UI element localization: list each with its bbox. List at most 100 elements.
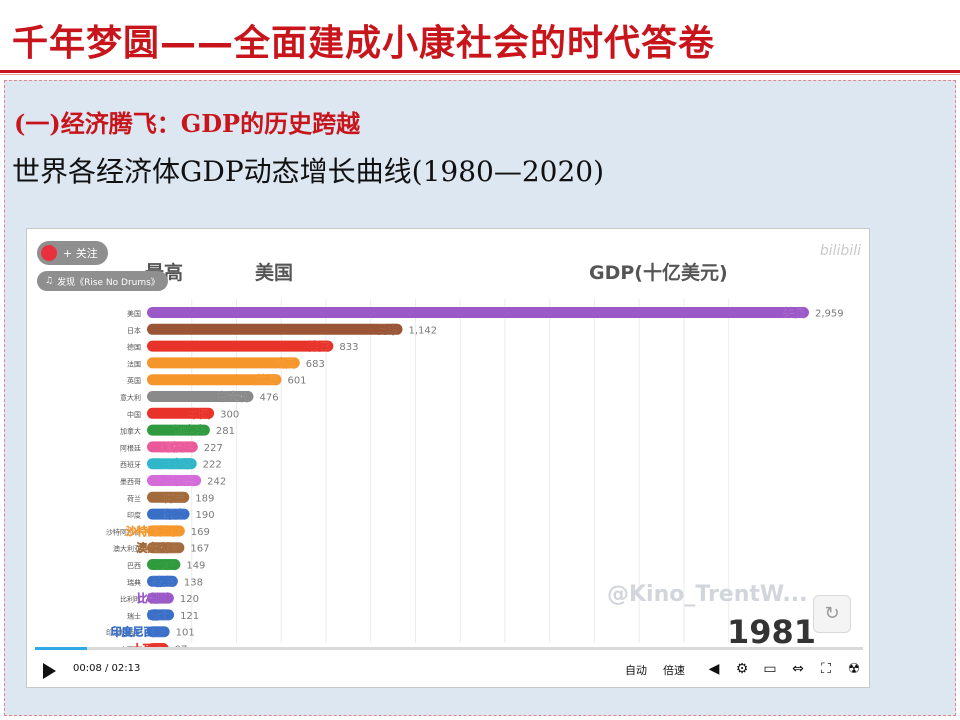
bar-category-label: 澳大利亚 bbox=[113, 544, 141, 553]
gdp-bar bbox=[147, 323, 403, 335]
bar-category-label: 瑞士 bbox=[127, 611, 141, 620]
gdp-bar bbox=[147, 424, 210, 436]
bar-value-label: 833 bbox=[339, 342, 358, 353]
bar-category-label: 沙特阿拉伯 bbox=[106, 527, 141, 536]
music-note-icon: ♫ bbox=[45, 276, 54, 286]
gdp-bar bbox=[147, 441, 198, 453]
section-heading: 世界各经济体GDP动态增长曲线(1980—2020) bbox=[12, 155, 605, 188]
bar-inner-label: 阿根廷 bbox=[161, 440, 195, 454]
music-label: 发现《Rise No Drums》 bbox=[57, 277, 160, 288]
bar-inner-label: 日本 bbox=[376, 322, 398, 336]
bar-inner-label: 巴西 bbox=[154, 559, 176, 572]
bar-category-label: 加拿大 bbox=[120, 427, 141, 436]
bar-category-label: 日本 bbox=[127, 326, 141, 335]
bar-value-label: 222 bbox=[203, 460, 222, 471]
chart-header-right: GDP(十亿美元) bbox=[589, 261, 728, 284]
replay-icon[interactable]: ↻ bbox=[813, 595, 851, 633]
bar-value-label: 120 bbox=[180, 594, 199, 605]
bar-category-label: 阿根廷 bbox=[120, 443, 141, 452]
video-player[interactable]: 最高美国GDP(十亿美元)2004006008001,0001,2001,400… bbox=[26, 228, 870, 688]
bar-inner-label: 德国 bbox=[306, 339, 329, 353]
title-bar: 千年梦圆——全面建成小康社会的时代答卷 bbox=[0, 0, 960, 72]
bar-value-label: 149 bbox=[186, 561, 205, 572]
bar-value-label: 227 bbox=[204, 443, 223, 454]
auto-quality-button[interactable]: 自动 bbox=[625, 664, 647, 677]
chart-header-mid: 美国 bbox=[255, 261, 293, 284]
gdp-bar bbox=[147, 525, 185, 537]
bilibili-logo: bilibili bbox=[819, 243, 861, 259]
bar-category-label: 比利时 bbox=[120, 595, 141, 604]
volume-icon[interactable]: ◀ bbox=[708, 661, 720, 677]
gdp-bar bbox=[147, 609, 175, 621]
bar-category-label: 意大利 bbox=[120, 393, 141, 402]
title-divider-thin bbox=[0, 74, 960, 75]
bar-value-label: 476 bbox=[259, 393, 278, 404]
gdp-bar bbox=[147, 391, 254, 402]
gdp-bar bbox=[147, 307, 809, 318]
year-label: 1981 bbox=[727, 613, 816, 647]
gdp-bar bbox=[147, 407, 215, 419]
bar-inner-label: 美国 bbox=[783, 306, 805, 320]
bar-value-label: 1,142 bbox=[408, 325, 437, 336]
bar-category-label: 印度尼西亚 bbox=[106, 628, 141, 637]
bar-category-label: 土耳其 bbox=[120, 645, 141, 647]
bar-inner-label: 中国 bbox=[188, 406, 210, 420]
section-subtitle: (一)经济腾飞：GDP的历史跨越 bbox=[14, 109, 361, 138]
bar-inner-label: 加拿大 bbox=[172, 423, 206, 437]
gdp-bar bbox=[147, 542, 185, 554]
bar-inner-label: 法国 bbox=[274, 356, 296, 370]
bar-category-label: 墨西哥 bbox=[120, 478, 141, 486]
bar-inner-label: 荷兰 bbox=[162, 490, 185, 504]
gdp-bar bbox=[147, 592, 174, 604]
bar-category-label: 西班牙 bbox=[120, 460, 141, 469]
music-tag[interactable]: ♫ 发现《Rise No Drums》 bbox=[37, 271, 168, 291]
bar-inner-label: 瑞士 bbox=[148, 608, 170, 622]
bar-value-label: 2,959 bbox=[815, 309, 844, 320]
bar-inner-label: 墨西哥 bbox=[164, 475, 197, 488]
bar-category-label: 美国 bbox=[127, 309, 141, 318]
bar-value-label: 138 bbox=[184, 577, 203, 588]
bar-value-label: 101 bbox=[176, 628, 195, 639]
bar-inner-label: 英国 bbox=[254, 373, 277, 387]
bar-category-label: 印度 bbox=[127, 511, 141, 520]
gdp-bar bbox=[147, 626, 170, 638]
fullscreen-icon[interactable]: ⛶ bbox=[821, 661, 831, 677]
bar-value-label: 683 bbox=[306, 359, 325, 370]
progress-fill bbox=[35, 647, 88, 650]
bar-inner-label: 土耳其 bbox=[132, 642, 165, 648]
bar-category-label: 巴西 bbox=[127, 562, 141, 570]
bar-value-label: 190 bbox=[196, 510, 215, 521]
bar-value-label: 97 bbox=[175, 645, 188, 648]
bar-value-label: 300 bbox=[220, 409, 239, 420]
bar-value-label: 169 bbox=[191, 527, 210, 538]
pip-icon[interactable]: ▭ bbox=[763, 661, 777, 677]
progress-bar[interactable] bbox=[35, 647, 863, 650]
danmaku-icon[interactable]: ☢ bbox=[847, 661, 861, 677]
bar-value-label: 167 bbox=[190, 544, 209, 555]
bar-category-label: 荷兰 bbox=[127, 494, 141, 503]
widescreen-icon[interactable]: ⇔ bbox=[792, 661, 804, 677]
watermark-text: @Kino_TrentW... bbox=[607, 582, 807, 607]
bar-inner-label: 瑞典 bbox=[152, 574, 174, 588]
gdp-bar-chart: 最高美国GDP(十亿美元)2004006008001,0001,2001,400… bbox=[106, 261, 844, 648]
gdp-bar bbox=[147, 357, 300, 369]
gdp-bar bbox=[147, 374, 282, 386]
bar-value-label: 189 bbox=[195, 493, 214, 504]
bar-inner-label: 沙特阿拉伯 bbox=[126, 524, 181, 538]
gdp-bar bbox=[147, 575, 178, 587]
bar-category-label: 瑞典 bbox=[127, 578, 141, 587]
bar-value-label: 601 bbox=[287, 376, 306, 387]
bar-category-label: 中国 bbox=[127, 410, 141, 419]
gdp-bar bbox=[147, 508, 190, 520]
channel-avatar bbox=[41, 245, 57, 261]
bar-inner-label: 意大利 bbox=[216, 390, 249, 404]
follow-button[interactable]: + 关注 bbox=[37, 241, 108, 265]
play-icon[interactable] bbox=[43, 663, 56, 679]
player-controls: 00:08 / 02:13 自动 倍速 ◀ ⚙ ▭ ⇔ ⛶ ☢ bbox=[27, 647, 869, 687]
page-title: 千年梦圆——全面建成小康社会的时代答卷 bbox=[12, 23, 716, 64]
controls-row: 00:08 / 02:13 自动 倍速 ◀ ⚙ ▭ ⇔ ⛶ ☢ bbox=[27, 657, 869, 687]
speed-button[interactable]: 倍速 bbox=[663, 664, 685, 677]
settings-icon[interactable]: ⚙ bbox=[735, 661, 749, 677]
gdp-bar bbox=[147, 475, 202, 486]
gdp-bar bbox=[147, 458, 197, 470]
